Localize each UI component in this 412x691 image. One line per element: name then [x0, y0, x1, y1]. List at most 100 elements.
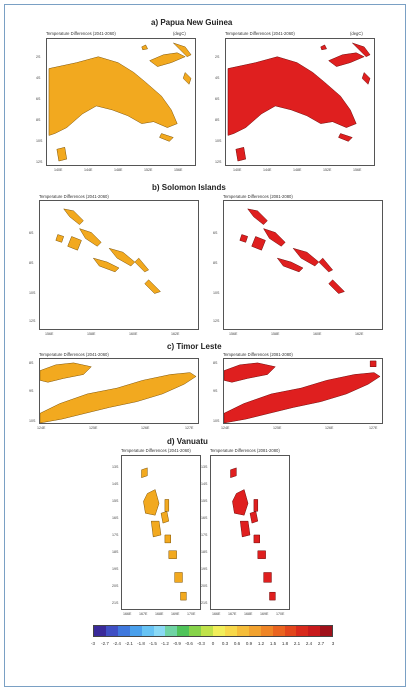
- panel-title: Temperature Differences (2041-2060): [39, 194, 109, 199]
- colorbar-swatch: [296, 626, 309, 636]
- colorbar-swatch: [117, 626, 130, 636]
- colorbar-label: 0.3: [221, 641, 229, 646]
- y-tick: 12S: [29, 319, 36, 323]
- y-tick: 12S: [213, 319, 220, 323]
- x-tick: 168E: [155, 612, 164, 616]
- y-tick: 2S: [215, 55, 220, 59]
- land-png-bougainville: [361, 72, 371, 85]
- panel-title: Temperature Differences (2041-2060): [46, 31, 116, 36]
- colorbar-label: 3: [331, 641, 335, 646]
- colorbar-label: 0.9: [245, 641, 253, 646]
- land-png-islands: [320, 44, 353, 142]
- y-tick: 10S: [36, 139, 43, 143]
- map-solomon-late: [223, 200, 383, 330]
- colorbar-swatch: [284, 626, 297, 636]
- panel-unit: (degC): [350, 31, 363, 36]
- colorbar-swatch: [177, 626, 190, 636]
- panel-title: Temperature Differences (2081-2080): [210, 448, 280, 453]
- temperature-colorbar: [93, 625, 333, 637]
- panel-title: Temperature Differences (2041-2060): [225, 31, 295, 36]
- land-torres: [141, 467, 148, 479]
- land-png-mainland: [48, 56, 178, 136]
- y-tick: 16S: [201, 516, 208, 520]
- land-pentecost: [249, 510, 259, 524]
- colorbar-label: 1.2: [257, 641, 265, 646]
- y-tick: 9S: [29, 389, 34, 393]
- land-erromango: [263, 572, 272, 583]
- land-malaita-north: [292, 247, 320, 267]
- land-new-georgia: [67, 236, 82, 251]
- x-tick: 156E: [174, 168, 183, 172]
- colorbar-label: 0: [211, 641, 215, 646]
- colorbar-label: 1.5: [269, 641, 277, 646]
- map-timor-late: [223, 358, 383, 424]
- land-choiseul: [247, 208, 268, 225]
- land-png-islands: [141, 44, 174, 142]
- colorbar-swatch: [141, 626, 154, 636]
- y-tick: 6S: [213, 231, 218, 235]
- x-tick: 152E: [323, 168, 332, 172]
- land-maewo: [253, 499, 259, 512]
- land-epi: [164, 534, 171, 544]
- y-tick: 9S: [213, 389, 218, 393]
- y-tick: 17S: [112, 533, 119, 537]
- panel-unit: (degC): [173, 31, 186, 36]
- y-tick: 4S: [36, 76, 41, 80]
- x-tick: 158E: [87, 332, 96, 336]
- colorbar-label: -0.9: [173, 641, 181, 646]
- y-tick: 19S: [112, 567, 119, 571]
- map-png-late: [225, 38, 375, 166]
- y-tick: 8S: [213, 361, 218, 365]
- x-tick: 156E: [229, 332, 238, 336]
- x-tick: 140E: [233, 168, 242, 172]
- x-tick: 126E: [141, 426, 150, 430]
- y-tick: 17S: [201, 533, 208, 537]
- y-tick: 18S: [112, 550, 119, 554]
- x-tick: 169E: [171, 612, 180, 616]
- land-png-newbritain: [328, 52, 365, 67]
- land-santa-isabel: [78, 228, 102, 247]
- y-tick: 16S: [112, 516, 119, 520]
- section-title-solomon: b) Solomon Islands: [152, 183, 226, 192]
- y-tick: 12S: [215, 160, 222, 164]
- y-tick: 14S: [201, 482, 208, 486]
- x-tick: 125E: [273, 426, 282, 430]
- x-tick: 124E: [37, 426, 46, 430]
- land-malaita-north: [108, 247, 136, 267]
- x-tick: 170E: [276, 612, 285, 616]
- y-tick: 19S: [201, 567, 208, 571]
- land-choiseul: [63, 208, 84, 225]
- land-efate: [168, 550, 177, 559]
- y-tick: 18S: [201, 550, 208, 554]
- x-tick: 156E: [353, 168, 362, 172]
- land-png-newireland: [173, 42, 192, 58]
- y-tick: 14S: [112, 482, 119, 486]
- colorbar-swatch: [129, 626, 142, 636]
- map-vanuatu-2041-2060: [121, 455, 201, 610]
- colorbar-swatch: [236, 626, 249, 636]
- land-malekula: [239, 520, 251, 538]
- y-tick: 8S: [29, 361, 34, 365]
- land-png-mainland: [227, 56, 357, 136]
- map-vanuatu-late: [210, 455, 290, 610]
- land-tanna: [269, 591, 276, 601]
- y-tick: 2S: [36, 55, 41, 59]
- land-png-newbritain: [149, 52, 186, 67]
- land-shortland: [55, 234, 65, 243]
- x-tick: 160E: [313, 332, 322, 336]
- x-tick: 126E: [325, 426, 334, 430]
- land-espiritu-santo: [232, 489, 249, 516]
- colorbar-label: -3: [90, 641, 96, 646]
- land-oecusse: [224, 362, 276, 383]
- colorbar-label: -1.2: [161, 641, 169, 646]
- x-tick: 166E: [123, 612, 132, 616]
- land-png-south-tip: [56, 146, 68, 162]
- x-tick: 156E: [45, 332, 54, 336]
- colorbar-label: -1.5: [149, 641, 157, 646]
- land-oecusse: [40, 362, 92, 383]
- land-png-south-tip: [235, 146, 247, 162]
- x-tick: 168E: [244, 612, 253, 616]
- land-makira: [144, 279, 161, 294]
- y-tick: 10S: [29, 419, 36, 423]
- y-tick: 8S: [213, 261, 218, 265]
